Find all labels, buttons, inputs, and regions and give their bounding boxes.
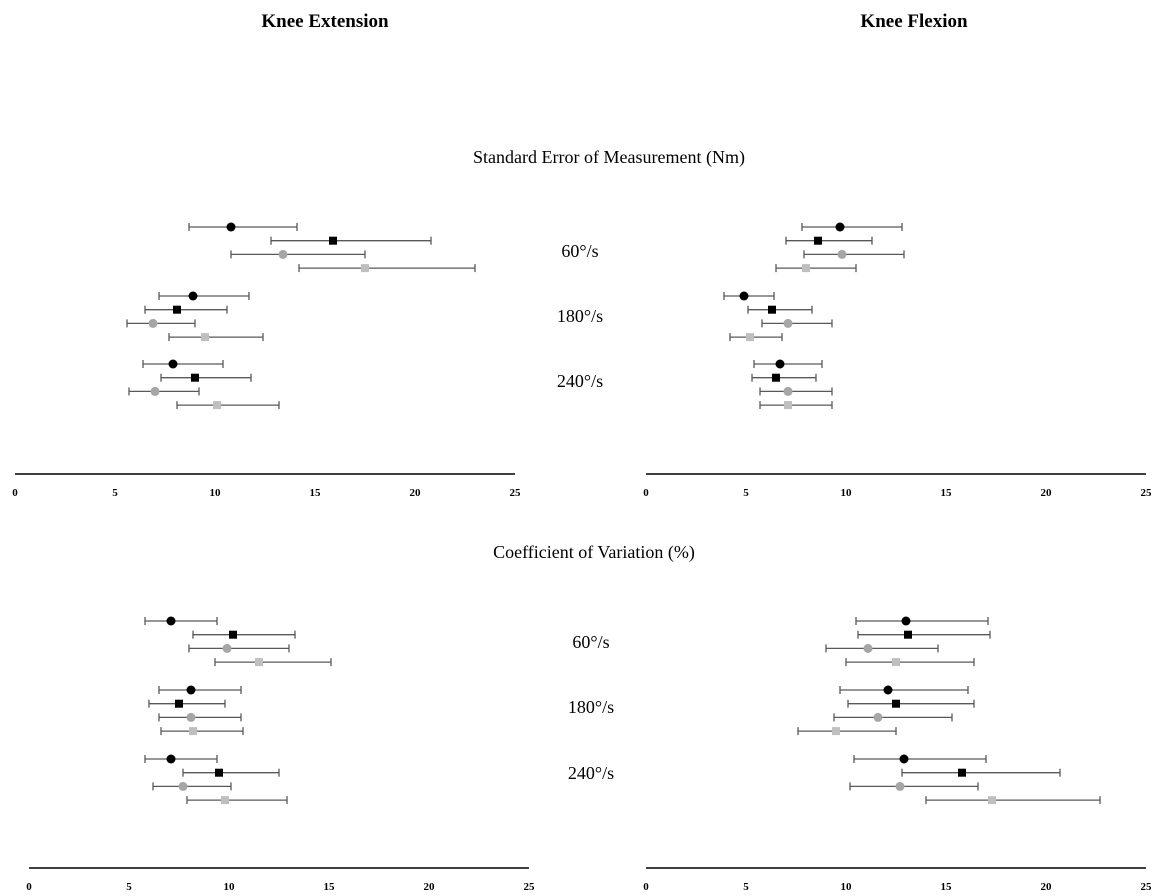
data-point-circle xyxy=(739,291,749,301)
data-point-circle xyxy=(166,616,176,626)
data-point-square xyxy=(892,658,900,667)
speed-label: 60°/s xyxy=(561,241,598,261)
data-point-square xyxy=(988,796,996,805)
data-point-square xyxy=(175,699,183,708)
data-point-square xyxy=(215,768,223,777)
data-point-square xyxy=(361,264,369,273)
data-point-circle xyxy=(222,643,232,653)
x-tick-label: 5 xyxy=(743,881,749,893)
data-point-circle xyxy=(278,249,288,259)
x-tick-label: 10 xyxy=(224,881,236,893)
data-point-square xyxy=(904,630,912,639)
data-point-square xyxy=(832,727,840,736)
data-point-circle xyxy=(873,712,883,722)
x-tick-label: 10 xyxy=(841,881,853,893)
section-title-sem: Standard Error of Measurement (Nm) xyxy=(473,147,745,168)
data-point-square xyxy=(229,630,237,639)
data-point-circle xyxy=(226,222,236,232)
column-title-extension: Knee Extension xyxy=(261,11,389,32)
column-title-flexion: Knee Flexion xyxy=(860,11,968,32)
data-point-square xyxy=(189,727,197,736)
data-point-circle xyxy=(166,754,176,764)
data-point-square xyxy=(958,768,966,777)
speed-label: 240°/s xyxy=(568,763,614,783)
x-tick-label: 20 xyxy=(1041,881,1053,893)
data-point-square xyxy=(802,264,810,273)
data-point-circle xyxy=(901,616,911,626)
speed-label: 60°/s xyxy=(572,632,609,652)
data-point-circle xyxy=(148,318,158,328)
x-tick-label: 25 xyxy=(524,881,536,893)
data-point-circle xyxy=(168,359,178,369)
data-point-circle xyxy=(835,222,845,232)
data-point-square xyxy=(213,401,221,410)
x-tick-label: 15 xyxy=(941,881,953,893)
data-point-circle xyxy=(837,249,847,259)
x-tick-label: 0 xyxy=(643,881,649,893)
x-tick-label: 10 xyxy=(210,487,222,499)
data-point-circle xyxy=(775,359,785,369)
x-tick-label: 15 xyxy=(310,487,322,499)
x-tick-label: 15 xyxy=(941,487,953,499)
speed-label: 180°/s xyxy=(568,697,614,717)
x-tick-label: 25 xyxy=(510,487,522,499)
x-tick-label: 0 xyxy=(26,881,32,893)
data-point-circle xyxy=(188,291,198,301)
data-point-circle xyxy=(899,754,909,764)
x-tick-label: 0 xyxy=(643,487,649,499)
data-point-circle xyxy=(186,712,196,722)
x-tick-label: 5 xyxy=(126,881,132,893)
x-tick-label: 20 xyxy=(410,487,422,499)
x-tick-label: 20 xyxy=(1041,487,1053,499)
x-tick-label: 20 xyxy=(424,881,436,893)
speed-label: 240°/s xyxy=(557,371,603,391)
data-point-square xyxy=(221,796,229,805)
data-point-square xyxy=(191,373,199,382)
data-point-circle xyxy=(783,318,793,328)
data-point-circle xyxy=(883,685,893,695)
speed-label: 180°/s xyxy=(557,306,603,326)
data-point-circle xyxy=(178,781,188,791)
chart-marks: 0 5 10 15 20 25 60°/s 180°/s 240°/s 0 5 10 15 20 25 0 5 1… xyxy=(12,222,1153,893)
data-point-square xyxy=(772,373,780,382)
section-title-cv: Coefficient of Variation (%) xyxy=(493,542,695,563)
data-point-square xyxy=(814,236,822,245)
data-point-circle xyxy=(186,685,196,695)
x-tick-label: 25 xyxy=(1141,487,1153,499)
data-point-square xyxy=(784,401,792,410)
x-tick-label: 5 xyxy=(112,487,118,499)
data-point-square xyxy=(201,333,209,342)
data-point-circle xyxy=(150,386,160,396)
data-point-square xyxy=(255,658,263,667)
x-tick-label: 25 xyxy=(1141,881,1153,893)
data-point-circle xyxy=(783,386,793,396)
x-tick-label: 5 xyxy=(743,487,749,499)
x-tick-label: 15 xyxy=(324,881,336,893)
data-point-square xyxy=(173,305,181,314)
data-point-square xyxy=(892,699,900,708)
data-point-square xyxy=(746,333,754,342)
data-point-square xyxy=(768,305,776,314)
data-point-circle xyxy=(895,781,905,791)
data-point-square xyxy=(329,236,337,245)
x-tick-label: 10 xyxy=(841,487,853,499)
x-tick-label: 0 xyxy=(12,487,18,499)
data-point-circle xyxy=(863,643,873,653)
